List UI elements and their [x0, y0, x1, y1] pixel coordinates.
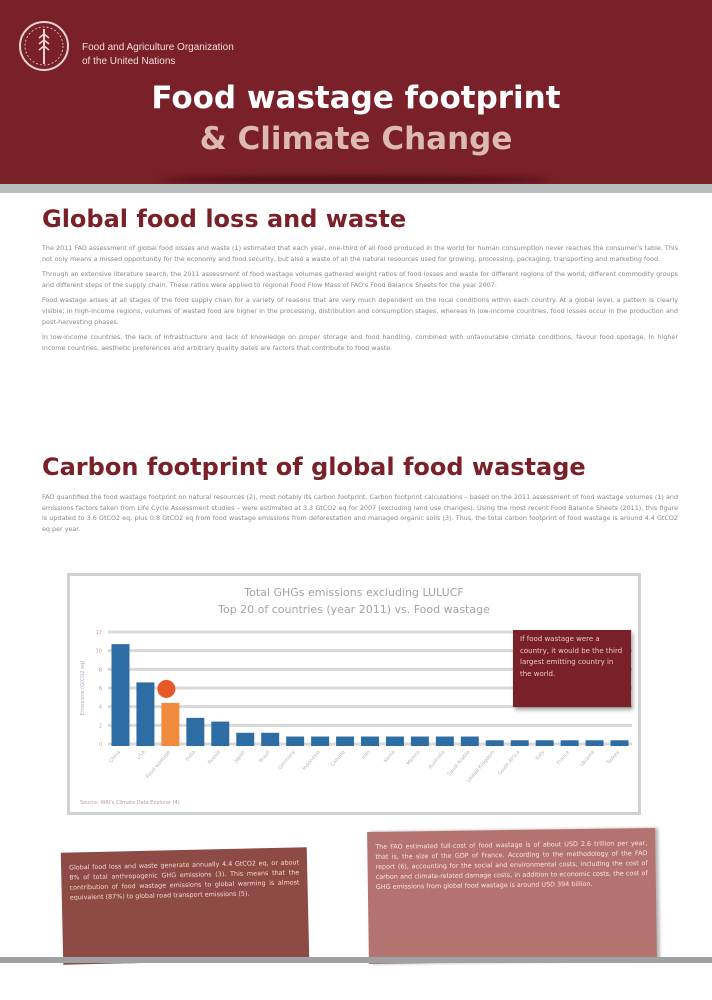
bar-united-kingdom	[485, 740, 504, 746]
x-tick-label: Australia	[428, 749, 447, 770]
y-tick-label: 2	[99, 723, 102, 729]
x-tick-label: Iran	[361, 749, 372, 760]
y-tick-label: 8	[99, 667, 102, 673]
paragraph: In low-income countries, the lack of inf…	[42, 333, 678, 352]
bar-iran	[361, 736, 379, 746]
x-tick-label: Turkey	[605, 749, 621, 766]
org-line-1: Food and Agriculture Organization	[82, 42, 234, 53]
org-line-2: of the United Nations	[82, 56, 176, 67]
bar-south-africa	[510, 740, 529, 746]
chart-callout: If food wastage were a country, it would…	[513, 630, 631, 707]
page-subtitle: & Climate Change	[199, 121, 513, 157]
bar-mexico	[410, 736, 429, 746]
x-tick-label: Ukraine	[579, 749, 596, 768]
bar-brazil	[261, 732, 280, 746]
fact-box-text: The FAO estimated full-cost of food wast…	[375, 839, 648, 891]
x-tick-label: India	[184, 749, 196, 762]
x-tick-label: Japan	[233, 749, 247, 764]
section-heading-food-loss: Global food loss and waste	[42, 205, 407, 233]
organization-name: Food and Agriculture Organization of the…	[82, 41, 234, 69]
bar-saudi-arabia	[460, 736, 479, 746]
header-banner: Food and Agriculture Organization of the…	[0, 0, 712, 184]
x-tick-label: Italy	[535, 749, 547, 761]
bar-ukraine	[585, 740, 604, 746]
x-tick-label: United Kingdom	[466, 749, 496, 784]
x-tick-label: Saudi Arabia	[446, 749, 471, 777]
x-tick-label: Germany	[277, 749, 296, 770]
bar-usa	[136, 682, 155, 746]
bar-germany	[286, 736, 305, 746]
header-divider	[0, 184, 712, 193]
x-tick-label: South Africa	[497, 749, 521, 776]
paragraph: Through an extensive literature search, …	[42, 270, 678, 289]
bar-india	[186, 717, 205, 746]
section-heading-carbon: Carbon footprint of global food wastage	[42, 453, 586, 481]
bar-canada	[336, 736, 355, 746]
bar-turkey	[610, 740, 629, 746]
paragraph: The 2011 FAO assessment of global food l…	[42, 244, 678, 263]
bar-japan	[236, 732, 255, 746]
x-tick-label: China	[108, 749, 122, 764]
fact-box-emissions: Global food loss and waste generate annu…	[60, 847, 310, 965]
y-tick-label: 0	[99, 742, 102, 748]
chart-source: Source: WRI's Climate Data Explorer (4)	[80, 800, 180, 806]
title-shadow	[160, 176, 550, 184]
chart-title: Total GHGs emissions excluding LULUCF To…	[70, 584, 638, 618]
bar-russia	[211, 721, 230, 746]
chart-plot: 0 2 4 6 8 10 12 Emissions (GtCO2 eq) China USAFoo…	[80, 630, 632, 784]
x-tick-label: France	[556, 749, 571, 766]
chart-title-line-2: Top 20 of countries (year 2011) vs. Food…	[218, 603, 490, 616]
y-tick-label: 6	[99, 686, 102, 692]
footer-divider	[0, 957, 712, 963]
paragraph: Food wastage arises at all stages of the…	[42, 296, 678, 326]
section-body-food-loss: The 2011 FAO assessment of global food l…	[42, 243, 678, 358]
bar-indonesia	[311, 736, 330, 746]
y-axis-label: Emissions (GtCO2 eq)	[80, 661, 86, 716]
x-tick-label: Indonesia	[301, 749, 321, 771]
fact-box-cost: The FAO estimated full-cost of food wast…	[367, 827, 657, 965]
x-tick-label: USA	[136, 749, 148, 761]
emissions-chart: Total GHGs emissions excluding LULUCF To…	[67, 573, 641, 815]
bar-food-wastage	[161, 702, 180, 746]
x-tick-label: Russia	[207, 749, 222, 765]
x-tick-label: Food wastage	[145, 749, 172, 779]
bar-korea	[385, 736, 404, 746]
x-tick-label: Korea	[383, 749, 397, 764]
bar-china	[111, 644, 130, 746]
bar-italy	[535, 740, 554, 746]
fact-box-text: Global food loss and waste generate annu…	[69, 858, 300, 902]
y-tick-label: 10	[96, 649, 102, 655]
x-tick-label: Canada	[330, 749, 347, 767]
food-wastage-icon	[157, 679, 176, 698]
section-body-carbon: FAO quantified the food wastage footprin…	[42, 492, 678, 539]
y-tick-label: 12	[96, 630, 102, 636]
y-tick-label: 4	[99, 705, 102, 711]
bar-france	[560, 740, 579, 746]
bar-australia	[435, 736, 454, 746]
page-title: Food wastage footprint	[151, 80, 561, 116]
x-tick-label: Brazil	[258, 749, 272, 764]
x-tick-label: Mexico	[406, 749, 422, 766]
chart-title-line-1: Total GHGs emissions excluding LULUCF	[244, 586, 464, 599]
paragraph: FAO quantified the food wastage footprin…	[42, 493, 678, 533]
fao-logo-icon	[19, 21, 69, 71]
